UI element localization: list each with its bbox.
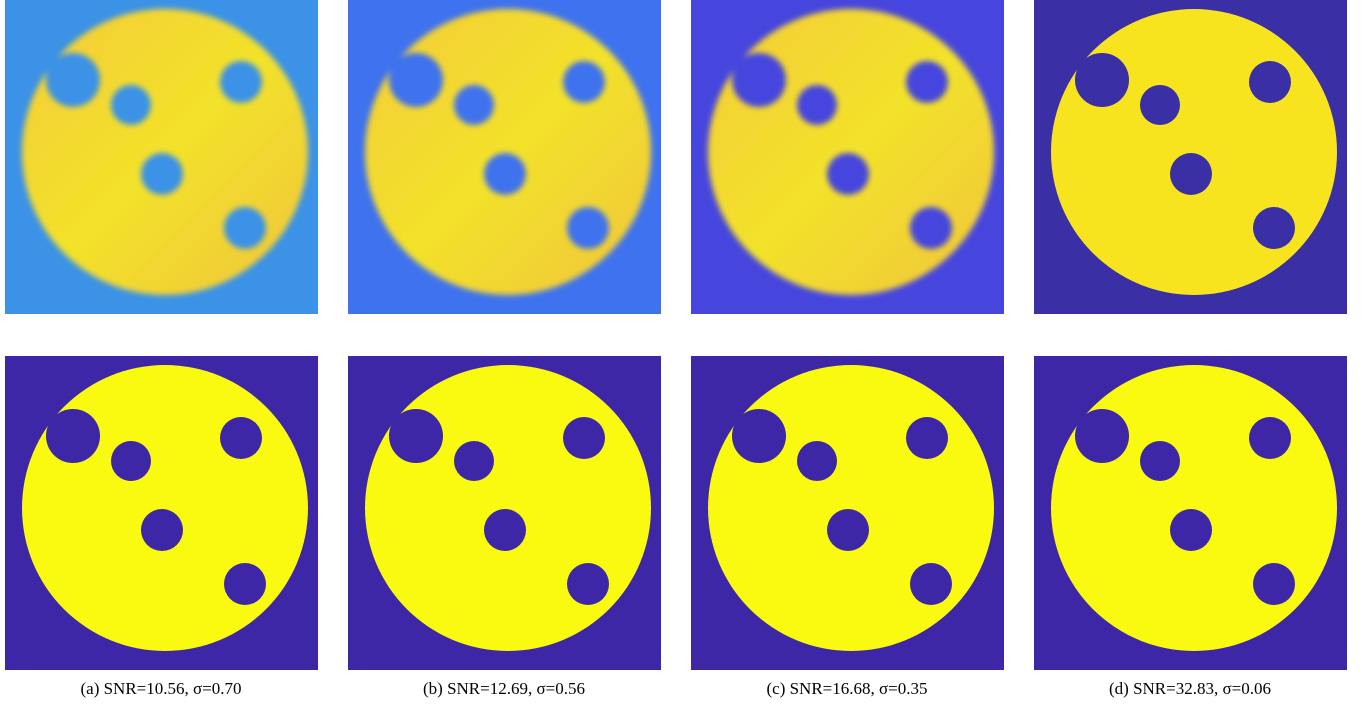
segmentation-image xyxy=(1034,356,1347,670)
segmentation-fill xyxy=(691,356,1004,670)
segmentation-image xyxy=(348,356,661,670)
phantom-fill xyxy=(691,0,1004,314)
caption: (b) SNR=12.69, σ=0.56 xyxy=(423,679,585,698)
phantom-fill xyxy=(348,0,661,314)
segmentation-fill xyxy=(1034,356,1347,670)
reconstruction-image xyxy=(348,0,661,314)
phantom xyxy=(348,0,661,314)
segmentation-fill xyxy=(348,356,661,670)
phantom xyxy=(691,0,1004,314)
phantom xyxy=(1034,0,1347,314)
segmentation-image xyxy=(691,356,1004,670)
reconstruction-image xyxy=(1034,0,1347,314)
caption: (a) SNR=10.56, σ=0.70 xyxy=(80,679,241,698)
reconstruction-image xyxy=(691,0,1004,314)
phantom-fill xyxy=(5,0,318,314)
phantom xyxy=(5,0,318,314)
segmentation-image xyxy=(5,356,318,670)
caption: (c) SNR=16.68, σ=0.35 xyxy=(766,679,927,698)
reconstruction-image xyxy=(5,0,318,314)
phantom-fill xyxy=(1034,0,1347,314)
caption: (d) SNR=32.83, σ=0.06 xyxy=(1109,679,1271,698)
segmentation-fill xyxy=(5,356,318,670)
